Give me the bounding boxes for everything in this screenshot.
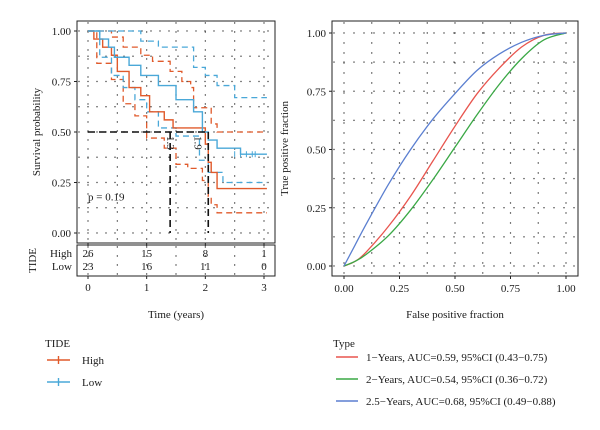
- x-tick-label: 0.25: [390, 283, 410, 295]
- median-label-high: 1.3: [164, 136, 176, 150]
- ci-upper-high: [88, 30, 267, 133]
- y-tick-label: 0.75: [52, 77, 72, 89]
- roc-curve-0: [343, 32, 567, 267]
- risk-row-label: High: [50, 248, 73, 260]
- y-tick-label: 1.00: [307, 28, 327, 40]
- risk-table-frame: [76, 244, 276, 277]
- x-tick-label: 3: [261, 282, 267, 294]
- roc-legend: Type 1−Years, AUC=0.59, 95%CI (0.43−0.75)…: [333, 338, 556, 408]
- y-tick-label: 0.50: [52, 127, 72, 139]
- legend-label: High: [82, 355, 105, 367]
- y-axis-label: Survival probability: [31, 87, 43, 176]
- p-value-label: p = 0.19: [88, 192, 125, 204]
- x-tick-label: 0.00: [334, 283, 354, 295]
- grid-dots: [333, 22, 575, 274]
- risk-count: 1: [261, 248, 267, 260]
- x-tick-label: 0.50: [445, 283, 465, 295]
- x-tick-label: 0: [85, 282, 91, 294]
- ci-lower-high: [88, 30, 267, 214]
- risk-count: 26: [83, 248, 95, 260]
- x-tick-label: 1.00: [556, 283, 576, 295]
- risk-count: 11: [200, 261, 211, 273]
- x-tick-label: 2: [203, 282, 209, 294]
- plot-frame: [331, 20, 579, 277]
- grid-dots: [78, 22, 269, 240]
- legend-label: 1−Years, AUC=0.59, 95%CI (0.43−0.75): [366, 352, 548, 364]
- legend-title: Type: [333, 338, 355, 350]
- roc-curve-1: [343, 32, 567, 267]
- y-tick-label: 0.75: [307, 86, 327, 98]
- ci-upper-low: [88, 30, 267, 99]
- legend-title: TIDE: [45, 338, 70, 350]
- y-axis-label: True positive fraction: [279, 101, 291, 196]
- x-axis-label: False positive fraction: [406, 309, 504, 321]
- y-tick-label: 0.25: [307, 203, 327, 215]
- roc-curve-2: [343, 32, 567, 267]
- survival-curve-low: [88, 30, 267, 155]
- legend-label: 2−Years, AUC=0.54, 95%CI (0.36−0.72): [366, 374, 548, 386]
- risk-count: 23: [83, 261, 95, 273]
- legend-label: 2.5−Years, AUC=0.68, 95%CI (0.49−0.88): [366, 396, 556, 408]
- y-tick-label: 1.00: [52, 26, 72, 38]
- median-label-low: 1.9: [191, 136, 203, 150]
- risk-count: 15: [141, 248, 153, 260]
- x-tick-label: 0.75: [501, 283, 521, 295]
- risk-count: 0: [261, 261, 267, 273]
- risk-row-label: Low: [52, 261, 72, 273]
- roc-curve-panel: 0.00 0.25 0.50 0.75 1.00 0.00 0.25 0.50 0.75 1.00…: [279, 20, 579, 321]
- y-tick-label: 0.00: [307, 261, 327, 273]
- median-reference-lines: [88, 131, 210, 233]
- grid-dots: [87, 246, 265, 275]
- y-tick-label: 0.50: [307, 145, 327, 157]
- survival-legend: TIDE High Low: [45, 338, 105, 389]
- y-tick-label: 0.00: [52, 228, 72, 240]
- risk-table-title: TIDE: [27, 248, 39, 273]
- risk-count: 8: [203, 248, 209, 260]
- risk-count: 16: [141, 261, 153, 273]
- legend-label: Low: [82, 377, 102, 389]
- y-tick-label: 0.25: [52, 178, 72, 190]
- x-tick-label: 1: [144, 282, 150, 294]
- survival-curve-panel: 0.00 0.25 0.50 0.75 1.00 Survival probability…: [31, 20, 276, 246]
- x-axis-label: Time (years): [148, 309, 204, 321]
